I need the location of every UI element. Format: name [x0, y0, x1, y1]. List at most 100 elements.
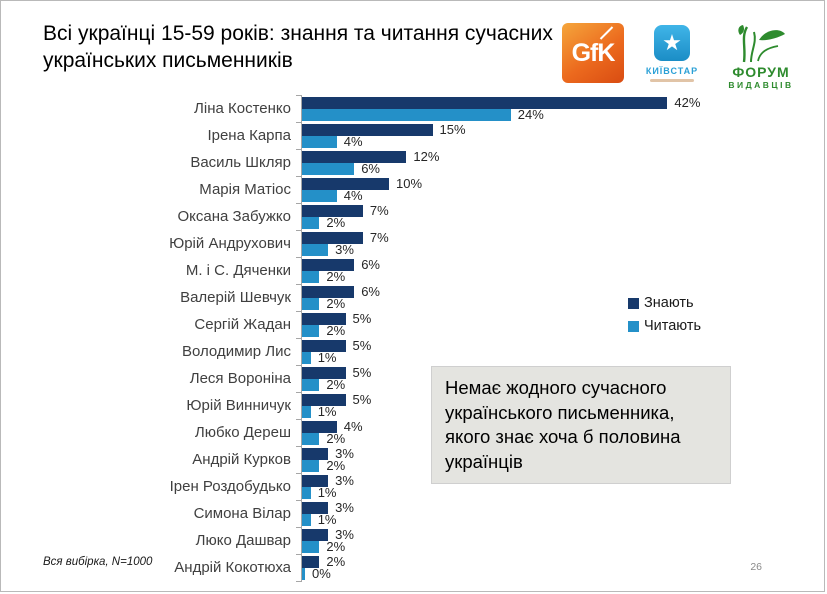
value-label: 4%	[343, 134, 363, 149]
star-icon: ★	[654, 25, 690, 61]
chart-row: Марія Матіос 10% 4%	[41, 176, 806, 204]
chart-row: Леся Вороніна 5% 2%	[41, 365, 806, 393]
value-label: 2%	[326, 296, 346, 311]
page-number: 26	[750, 561, 762, 573]
value-label: 1%	[317, 512, 337, 527]
bar-group: 5% 1%	[296, 338, 806, 366]
know-bar	[302, 556, 320, 568]
value-label: 2%	[326, 269, 346, 284]
bar-group: 10% 4%	[296, 176, 806, 204]
value-label: 6%	[361, 257, 380, 272]
read-bar-line: 1%	[302, 404, 806, 419]
category-label: Оксана Забужко	[177, 208, 291, 225]
logo-bar: GfK ★ КИЇВСТАР ФОРУМ ВИДАВЦІВ	[562, 23, 802, 90]
read-bar	[302, 109, 511, 121]
value-label: 0%	[312, 566, 331, 581]
read-bar	[302, 379, 320, 391]
value-label: 2%	[326, 458, 346, 473]
read-bar	[302, 541, 320, 553]
value-label: 42%	[674, 95, 701, 110]
read-bar-line: 2%	[302, 296, 806, 311]
know-bar-line: 2%	[302, 555, 806, 568]
read-bar	[302, 352, 311, 364]
kyivstar-logo: ★ КИЇВСТАР	[639, 23, 705, 82]
chart-legend: Знають Читають	[628, 295, 701, 334]
read-bar-line: 2%	[302, 458, 806, 473]
category-label: Валерій Шевчук	[180, 289, 291, 306]
bar-group: 6% 2%	[296, 257, 806, 285]
read-bar-line: 6%	[302, 162, 806, 175]
category-label: М. і С. Дяченки	[185, 262, 291, 279]
value-label: 5%	[352, 392, 372, 407]
chart-row: Юрій Винничук 5% 1%	[41, 392, 806, 420]
value-label: 4%	[343, 419, 363, 434]
value-label: 12%	[413, 149, 440, 164]
chart-row: Андрій Кокотюха 2% 0%	[41, 554, 806, 582]
know-bar	[302, 124, 433, 136]
know-bar	[302, 259, 355, 271]
category-label: Ірен Роздобудько	[169, 478, 291, 495]
bar-group: 5% 1%	[296, 392, 806, 420]
read-bar-line: 1%	[302, 512, 806, 527]
chart-row: М. і С. Дяченки 6% 2%	[41, 257, 806, 285]
bar-group: 3% 1%	[296, 473, 806, 501]
forum-logo-line1: ФОРУМ	[732, 64, 790, 80]
read-bar	[302, 163, 355, 175]
value-label: 5%	[352, 338, 372, 353]
read-bar-line: 24%	[302, 108, 806, 121]
axis-tick	[296, 203, 302, 204]
value-label: 2%	[326, 377, 346, 392]
axis-tick	[296, 122, 302, 123]
know-bar-line: 3%	[302, 527, 806, 542]
bar-group: 7% 2%	[296, 203, 806, 231]
value-label: 5%	[352, 311, 372, 326]
know-bar	[302, 502, 329, 514]
bar-group: 3% 1%	[296, 500, 806, 528]
read-bar	[302, 487, 311, 499]
value-label: 10%	[396, 176, 423, 191]
axis-tick	[296, 446, 302, 447]
read-bar-line: 3%	[302, 243, 806, 256]
category-label: Андрій Кокотюха	[174, 559, 291, 576]
know-bar	[302, 151, 407, 163]
category-label: Симона Вілар	[193, 505, 291, 522]
kyivstar-tagline-decoration	[650, 79, 694, 82]
read-bar-line: 2%	[302, 377, 806, 392]
know-bar-line: 3%	[302, 474, 806, 487]
value-label: 3%	[335, 527, 354, 542]
bar-group: 5% 2%	[296, 311, 806, 339]
category-label: Сергій Жадан	[194, 316, 291, 333]
read-bar	[302, 325, 320, 337]
legend-label-read: Читають	[644, 318, 702, 334]
axis-tick	[296, 500, 302, 501]
bar-group: 3% 2%	[296, 446, 806, 474]
know-bar-line: 5%	[302, 338, 806, 353]
category-label: Леся Вороніна	[189, 370, 291, 387]
category-label: Юрій Винничук	[186, 397, 291, 414]
value-label: 7%	[369, 203, 389, 218]
legend-item-read: Читають	[628, 318, 701, 334]
know-swatch	[628, 297, 639, 309]
kyivstar-logo-text: КИЇВСТАР	[645, 66, 699, 76]
know-bar-line: 6%	[302, 257, 806, 272]
know-bar-line: 7%	[302, 231, 806, 244]
axis-tick	[296, 419, 302, 420]
know-bar	[302, 448, 329, 460]
know-bar	[302, 394, 346, 406]
know-bar	[302, 205, 363, 217]
know-bar-line: 42%	[302, 95, 806, 110]
value-label: 3%	[335, 500, 354, 515]
value-label: 1%	[317, 404, 337, 419]
read-bar	[302, 460, 320, 472]
axis-tick	[296, 176, 302, 177]
know-bar	[302, 529, 329, 541]
read-bar-line: 2%	[302, 269, 806, 284]
axis-tick	[296, 392, 302, 393]
axis-tick	[296, 230, 302, 231]
bar-group: 15% 4%	[296, 122, 806, 150]
axis-tick	[296, 95, 302, 96]
axis-tick	[296, 581, 302, 582]
bar-chart: Ліна Костенко 42% 24% Ірена Карпа 15% 4% Васил…	[41, 95, 806, 582]
know-bar-line: 3%	[302, 500, 806, 515]
callout-box: Немає жодного сучасного українського пис…	[431, 366, 731, 485]
